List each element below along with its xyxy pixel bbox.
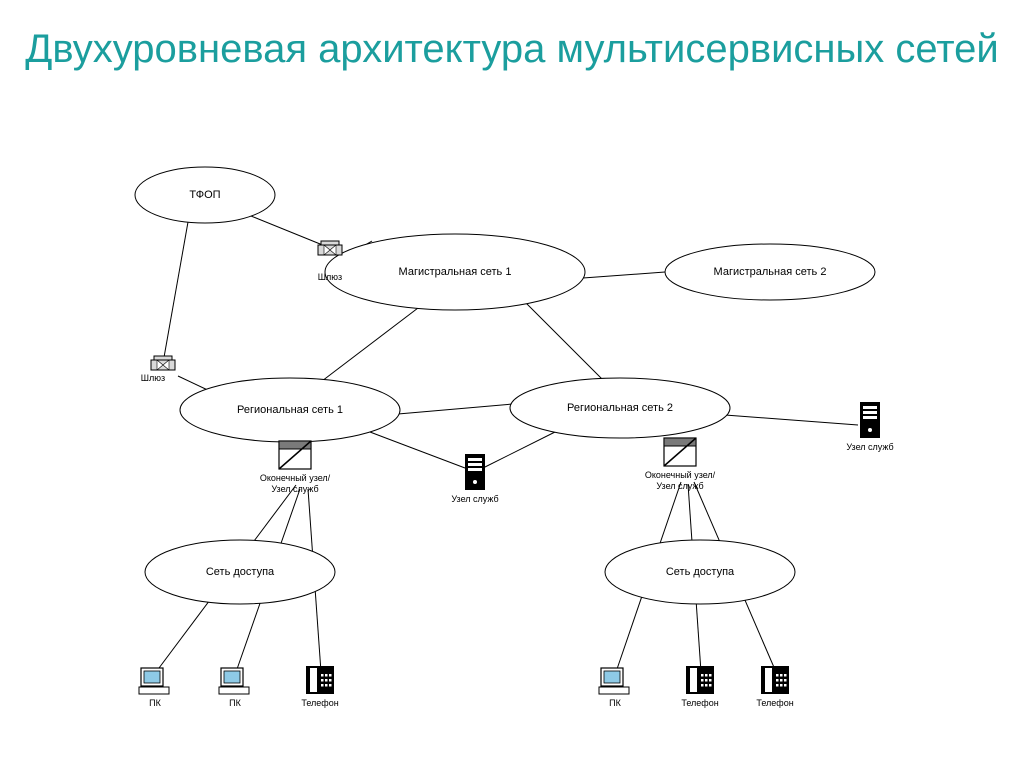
- server-label: Узел служб: [451, 494, 498, 504]
- edge: [483, 432, 555, 468]
- router-icon: Оконечный узел/Узел служб: [260, 441, 331, 494]
- phone-icon: Телефон: [756, 666, 793, 708]
- gateway-label: Шлюз: [318, 272, 342, 282]
- edge: [398, 404, 513, 414]
- phone-icon: Телефон: [301, 666, 338, 708]
- pc-label: ПК: [229, 698, 241, 708]
- pc-label: ПК: [609, 698, 621, 708]
- pc-label: ПК: [149, 698, 161, 708]
- router-label: Оконечный узел/: [260, 473, 331, 483]
- pc-icon: ПК: [219, 668, 249, 708]
- phone-label: Телефон: [681, 698, 718, 708]
- cloud-label-mag1: Магистральная сеть 1: [399, 266, 512, 278]
- edge: [251, 216, 330, 248]
- pc-icon: ПК: [139, 668, 169, 708]
- gateway-label: Шлюз: [141, 373, 165, 383]
- server-icon: Узел служб: [451, 454, 498, 504]
- phone-label: Телефон: [301, 698, 338, 708]
- server-icon: Узел служб: [846, 402, 893, 452]
- phone-label: Телефон: [756, 698, 793, 708]
- gateway-icon: Шлюз: [141, 356, 175, 383]
- edge: [525, 302, 602, 379]
- cloud-label-tfop: ТФОП: [189, 189, 220, 201]
- edge: [583, 272, 665, 278]
- cloud-label-acc2: Сеть доступа: [666, 566, 735, 578]
- router-icon: Оконечный узел/Узел служб: [645, 438, 716, 491]
- edge: [370, 432, 465, 468]
- diagram-canvas: ТФОП Магистральная сеть 1 Магистральная се…: [0, 0, 1024, 768]
- cloud-label-reg2: Региональная сеть 2: [567, 402, 673, 414]
- edge: [163, 222, 188, 363]
- edge: [322, 308, 418, 381]
- pc-icon: ПК: [599, 668, 629, 708]
- cloud-label-mag2: Магистральная сеть 2: [714, 266, 827, 278]
- edge: [725, 415, 858, 425]
- phone-icon: Телефон: [681, 666, 718, 708]
- router-label: Оконечный узел/: [645, 470, 716, 480]
- cloud-label-reg1: Региональная сеть 1: [237, 404, 343, 416]
- router-label: Узел служб: [271, 484, 318, 494]
- server-label: Узел служб: [846, 442, 893, 452]
- router-label: Узел служб: [656, 481, 703, 491]
- cloud-label-acc1: Сеть доступа: [206, 566, 275, 578]
